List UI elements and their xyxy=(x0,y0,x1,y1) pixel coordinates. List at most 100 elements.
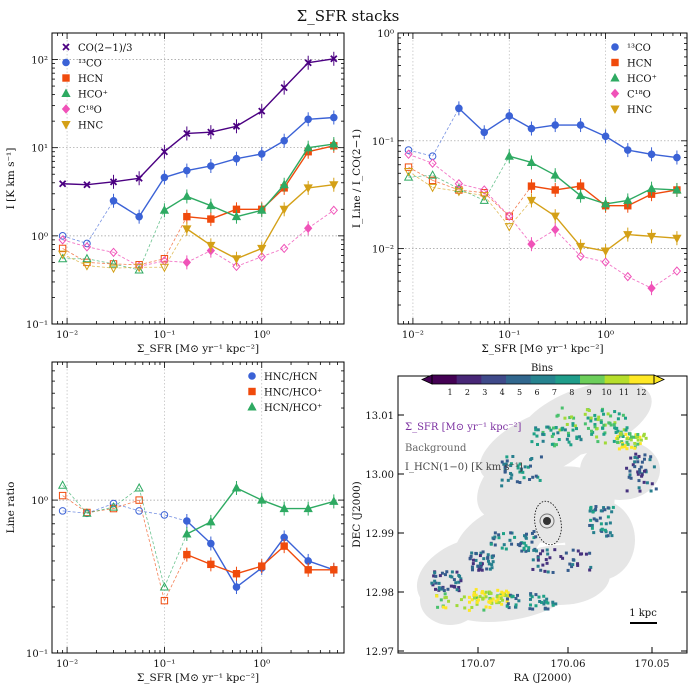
x-tick-label: 10⁻² xyxy=(56,659,78,670)
bin-pixel xyxy=(484,605,488,609)
bin-pixel xyxy=(551,603,555,607)
bin-pixel xyxy=(518,470,522,474)
series-line-segment xyxy=(236,110,263,127)
data-point xyxy=(232,122,241,130)
data-point xyxy=(480,128,489,137)
bin-pixel xyxy=(524,532,528,536)
figure-title: Σ_SFR stacks xyxy=(297,7,400,25)
data-point xyxy=(160,148,169,156)
series-line-segment xyxy=(62,485,88,514)
bin-pixel xyxy=(536,556,540,560)
bin-pixel xyxy=(528,464,532,468)
bin-pixel xyxy=(490,601,494,605)
data-point xyxy=(427,170,438,179)
bin-pixel xyxy=(471,562,475,566)
bin-pixel xyxy=(604,522,608,526)
series-line-segment xyxy=(508,215,532,245)
bin-pixel xyxy=(541,432,545,436)
bin-pixel xyxy=(489,542,493,546)
series-line-segment xyxy=(283,62,309,89)
bin-pixel xyxy=(626,442,630,446)
data-point xyxy=(455,104,463,113)
series-line-segment xyxy=(308,116,334,120)
data-point xyxy=(280,136,288,145)
bin-pixel xyxy=(561,556,565,560)
bin-pixel xyxy=(564,551,568,555)
series-line-segment xyxy=(283,545,309,571)
legend-label: HNC/HCO⁺ xyxy=(264,388,322,399)
bin-pixel xyxy=(654,487,658,491)
data-point xyxy=(159,205,170,214)
bin-pixel xyxy=(499,596,503,600)
bin-pixel xyxy=(642,480,646,484)
bin-pixel xyxy=(602,423,606,427)
series-line-segment xyxy=(62,235,88,244)
bin-pixel xyxy=(479,565,483,569)
bin-pixel xyxy=(518,480,522,484)
data-point xyxy=(207,560,215,569)
bin-pixel xyxy=(435,594,439,598)
bin-pixel xyxy=(559,555,563,559)
bin-pixel xyxy=(450,570,454,574)
data-point xyxy=(647,283,656,293)
bin-pixel xyxy=(498,601,502,605)
data-point xyxy=(479,195,489,204)
series-line-segment xyxy=(283,147,309,186)
series-line-segment xyxy=(554,215,582,247)
y-tick-label: 12.97 xyxy=(365,647,394,658)
bin-pixel xyxy=(530,457,534,461)
bin-pixel xyxy=(462,595,466,599)
x-axis-label: RA (J2000) xyxy=(514,672,572,684)
legend-marker xyxy=(610,88,620,99)
bin-pixel xyxy=(636,433,640,437)
colorbar-tick-label: 7 xyxy=(552,388,557,397)
annotation-background: Background xyxy=(405,443,467,454)
colorbar-segment xyxy=(555,375,581,384)
bin-pixel xyxy=(437,587,441,591)
series-line-segment xyxy=(186,165,211,172)
bin-pixel xyxy=(530,531,534,535)
data-point xyxy=(206,241,216,251)
bin-pixel xyxy=(510,542,514,546)
series-line-segment xyxy=(113,200,140,218)
bin-pixel xyxy=(505,459,509,463)
bin-pixel xyxy=(583,412,587,416)
bin-pixel xyxy=(543,569,547,573)
bin-pixel xyxy=(563,428,567,432)
data-point xyxy=(330,113,338,122)
bin-pixel xyxy=(431,583,435,587)
data-point xyxy=(58,507,67,515)
legend-label: HCN xyxy=(627,59,652,70)
legend-marker xyxy=(61,88,71,97)
x-tick-label: 10⁻² xyxy=(402,330,424,341)
bin-pixel xyxy=(516,466,520,470)
data-point xyxy=(82,508,92,517)
series-line-segment xyxy=(210,563,237,575)
bin-pixel xyxy=(633,441,637,445)
data-point xyxy=(575,242,586,252)
bin-pixel xyxy=(506,591,510,595)
bin-pixel xyxy=(474,595,478,599)
data-point xyxy=(279,503,289,513)
series-line-segment xyxy=(651,187,677,191)
bin-pixel xyxy=(481,597,485,601)
bin-pixel xyxy=(508,538,512,542)
data-point xyxy=(454,187,464,197)
series-line-segment xyxy=(210,125,237,133)
bin-pixel xyxy=(642,457,646,461)
bin-pixel xyxy=(438,574,442,578)
bin-pixel xyxy=(612,439,616,443)
colorbar-tick-label: 11 xyxy=(619,388,629,397)
bin-pixel xyxy=(594,505,598,509)
series-line-segment xyxy=(509,155,532,164)
bin-pixel xyxy=(472,591,476,595)
bin-pixel xyxy=(631,463,635,467)
bin-pixel xyxy=(443,573,447,577)
series-line-segment xyxy=(86,261,114,265)
bin-pixel xyxy=(433,579,437,583)
bin-pixel xyxy=(608,421,612,425)
bin-pixel xyxy=(511,594,515,598)
bin-pixel xyxy=(489,599,493,603)
bin-pixel xyxy=(505,455,509,459)
